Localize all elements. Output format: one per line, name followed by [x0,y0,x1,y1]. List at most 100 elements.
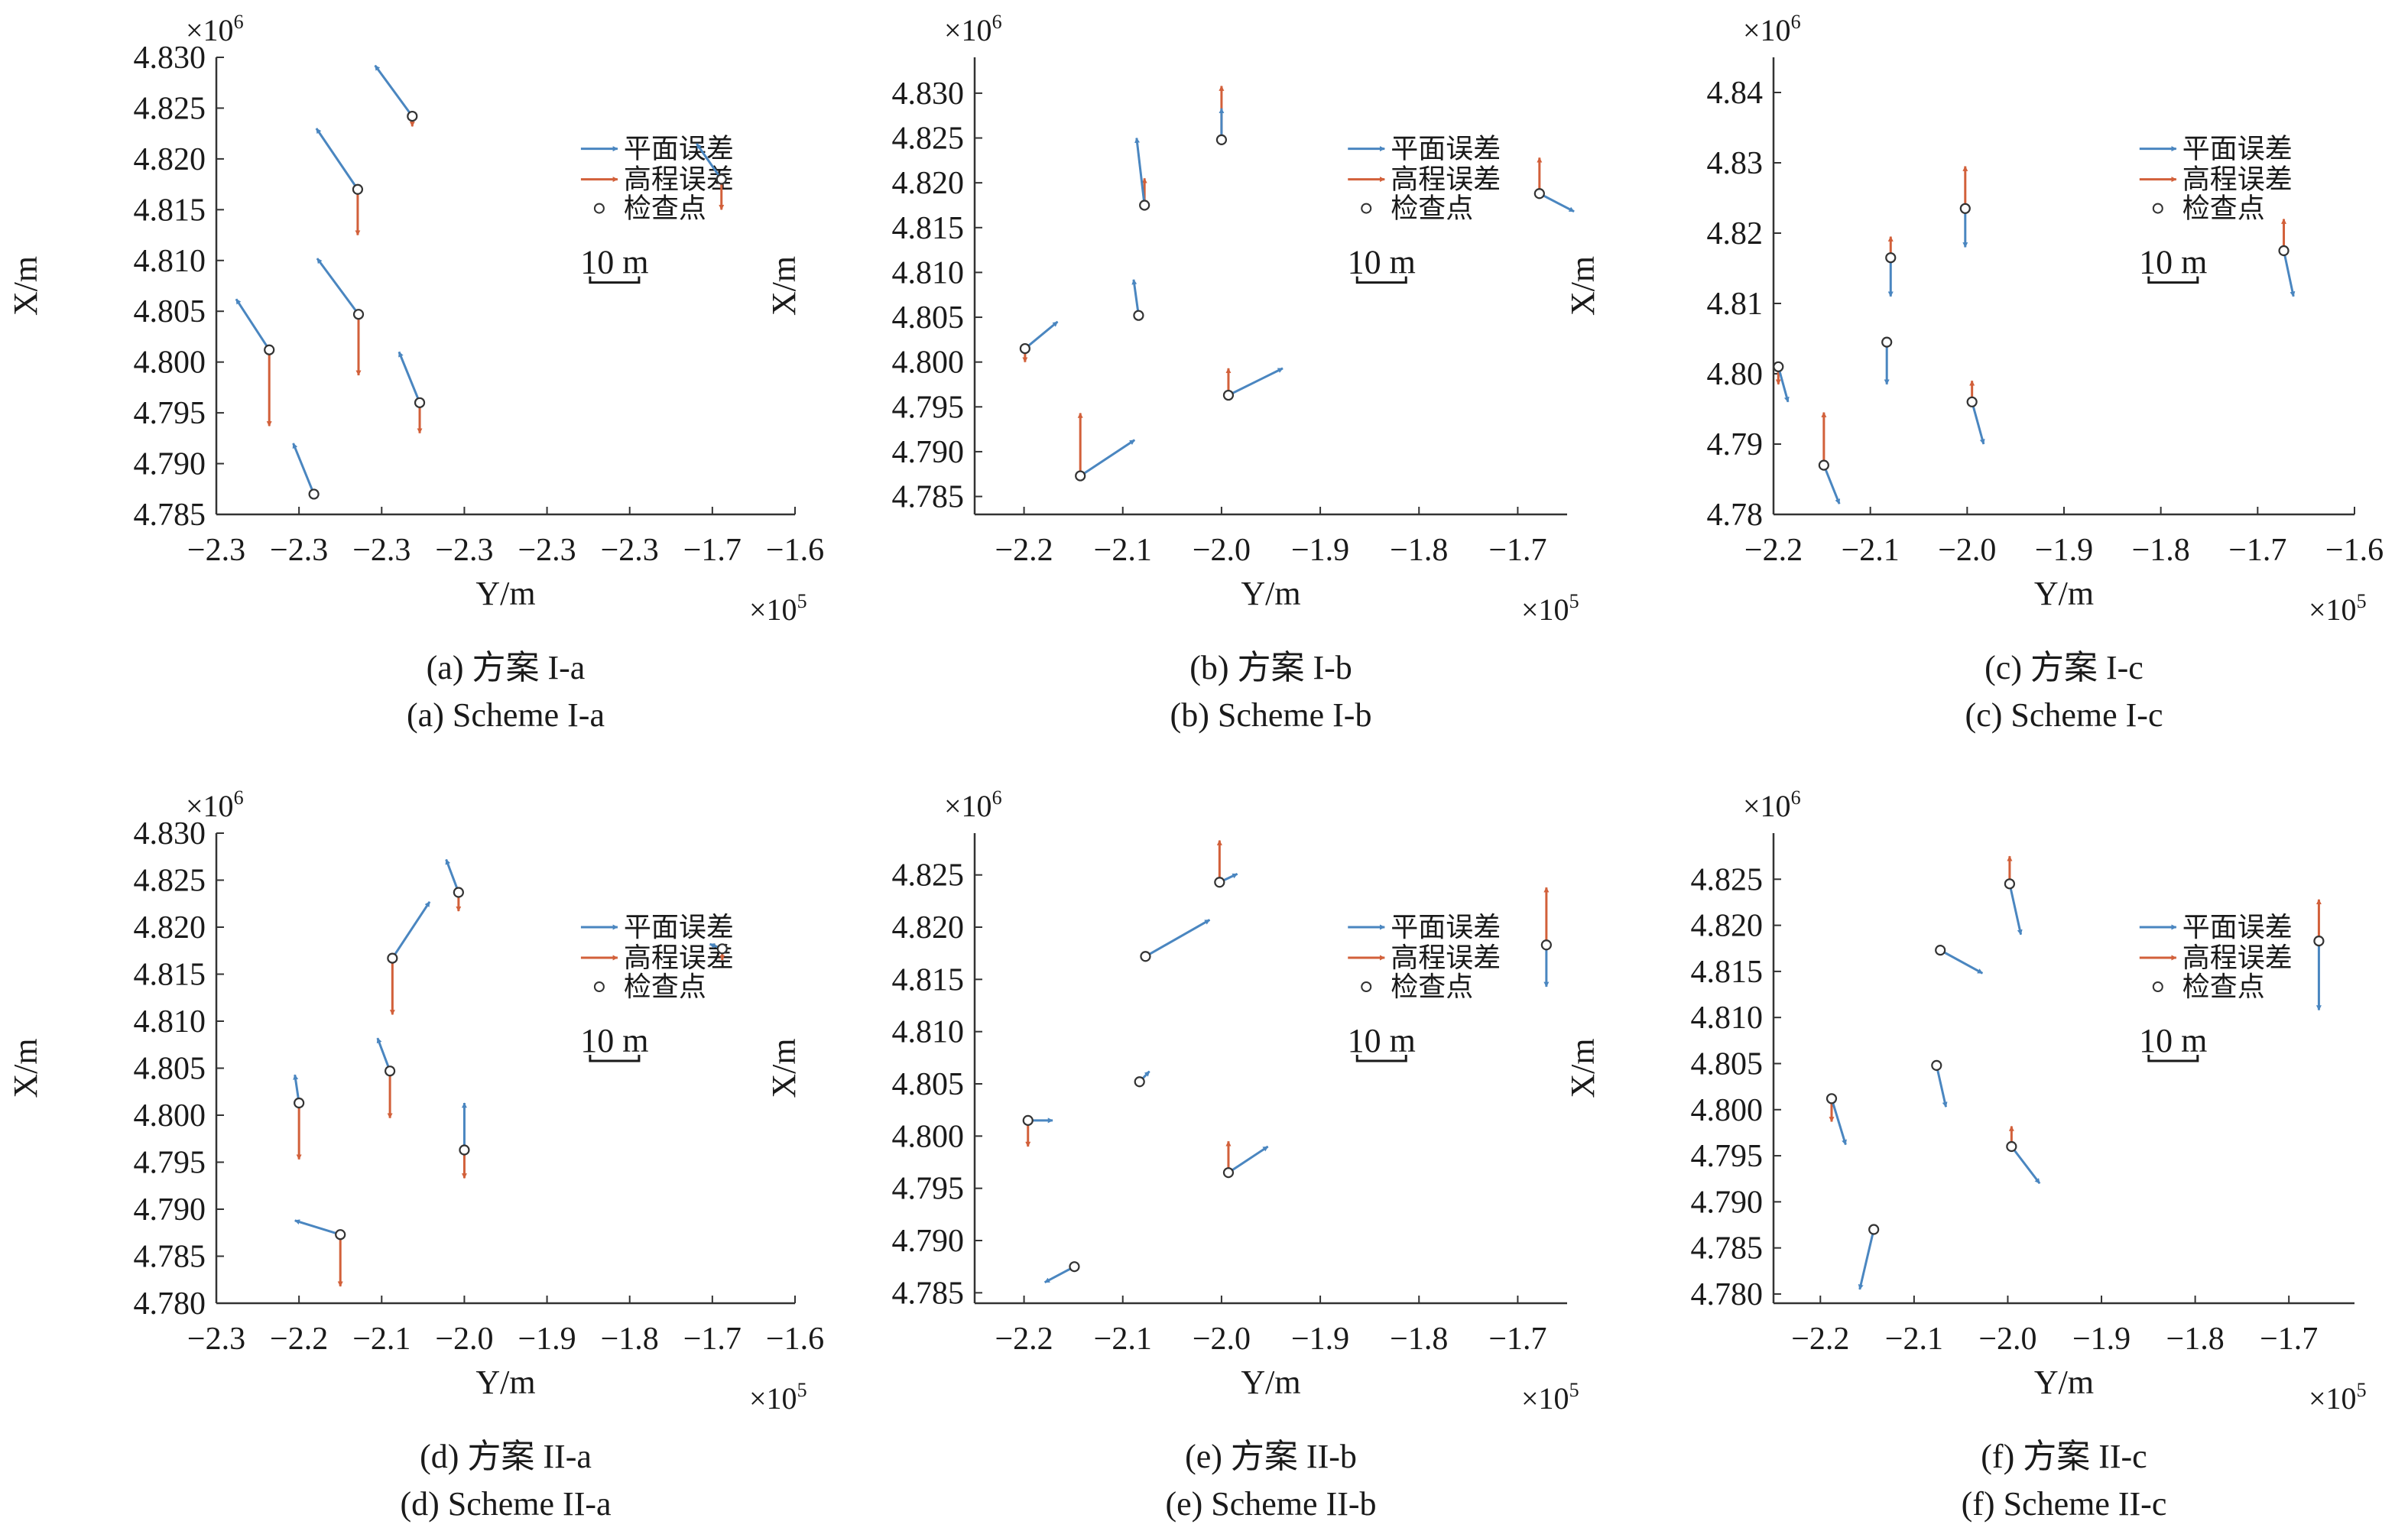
scale-bar [1355,276,1407,284]
y-tick-label: 4.805 [134,1052,206,1087]
y-tick-label: 4.830 [892,76,965,112]
legend-planar-label: 平面误差 [624,134,734,165]
legend-check-label: 检查点 [2182,971,2265,1003]
y-tick-label: 4.790 [134,1192,206,1228]
legend-check-swatch [593,981,605,992]
x-tick-label: −2.0 [435,1322,493,1357]
y-tick-label: 4.815 [892,962,965,997]
planar-error-arrow [445,858,460,894]
check-point [387,952,398,964]
x-tick-label: −2.3 [352,533,411,568]
check-point [716,174,727,185]
y-tick-label: 4.785 [134,1240,206,1275]
x-tick-label: −2.2 [995,533,1053,568]
y-multiplier: ×106 [1743,787,1801,823]
y-axis-label: X/m [1564,1038,1602,1098]
x-tick-label: −2.3 [270,533,328,568]
x-multiplier-exponent: 5 [2357,590,2367,612]
x-axis-label: Y/m [1241,575,1300,612]
legend-check-swatch [1361,203,1372,214]
y-tick-label: 4.810 [892,255,965,290]
x-tick-label: −2.1 [1094,1322,1152,1357]
check-point [1931,1059,1942,1071]
check-point [2313,935,2325,947]
y-tick-label: 4.800 [892,1119,965,1154]
x-tick-label: −1.9 [2035,533,2093,568]
y-multiplier: ×106 [186,11,244,47]
planar-error-arrow [2283,250,2296,297]
caption-cn: (c) 方案 I-c [1984,649,2144,686]
y-tick-label: 4.83 [1707,146,1764,181]
planar-error-arrow [2010,1146,2041,1185]
check-point [385,1066,396,1077]
planar-error-arrow [1935,1065,1948,1108]
y-tick-label: 4.795 [134,1146,206,1181]
caption-en: (f) Scheme II-c [1962,1485,2167,1523]
check-point [1966,396,1978,407]
y-tick-label: 4.795 [1691,1139,1764,1174]
caption-cn: (e) 方案 II-b [1185,1438,1357,1475]
check-point [1069,1261,1080,1273]
check-point [459,1144,470,1156]
scale-bar [2147,1055,2199,1062]
y-tick-label: 4.810 [892,1015,965,1050]
y-tick-label: 4.825 [134,91,206,126]
y-tick-label: 4.780 [134,1286,206,1322]
check-point [1022,1114,1034,1126]
caption-en: (c) Scheme I-c [1965,696,2163,734]
y-tick-label: 4.825 [892,122,965,157]
y-axis-label: X/m [765,256,803,316]
check-point [716,943,728,955]
x-axis-label: Y/m [2034,575,2094,612]
y-multiplier-exponent: 6 [992,787,1002,809]
x-multiplier: ×105 [2309,1379,2367,1416]
y-tick-label: 4.785 [1691,1231,1764,1267]
planar-error-arrow [1822,465,1841,504]
y-tick-label: 4.830 [134,41,206,76]
y-tick-label: 4.825 [1691,862,1764,897]
x-tick-label: −1.8 [1390,533,1448,568]
check-point [1818,459,1829,471]
y-tick-label: 4.795 [892,390,965,425]
planar-error-arrow [1858,1229,1875,1290]
x-tick-label: −2.2 [270,1322,328,1357]
legend-check-swatch [2152,981,2163,992]
scale-bar-label: 10 m [2139,1022,2207,1059]
x-tick-label: −2.3 [187,1322,245,1357]
y-tick-label: 4.780 [1691,1277,1764,1312]
planar-error-arrow [2008,883,2023,936]
check-point [1139,199,1150,211]
check-point [1140,951,1151,962]
legend-height-label: 高程误差 [2182,164,2293,196]
x-tick-label: −1.7 [1488,1322,1546,1357]
y-tick-label: 4.810 [134,1004,206,1040]
x-tick-label: −1.9 [518,1322,576,1357]
y-tick-label: 4.805 [892,300,965,336]
legend-height-label: 高程误差 [1391,942,1501,974]
scale-bar [2147,276,2199,284]
planar-error-arrow [1044,1265,1076,1283]
scale-bar [589,1055,641,1062]
panel-e: 4.785 4.790 4.795 4.800 4.805 4.810 4.815 4.820… [765,787,1579,1523]
y-multiplier-exponent: 6 [1791,11,1801,33]
y-multiplier: ×106 [186,787,244,823]
check-point [1773,361,1784,372]
check-point [335,1229,346,1241]
y-tick-label: 4.795 [892,1172,965,1207]
y-tick-label: 4.805 [134,294,206,329]
y-tick-label: 4.79 [1707,427,1764,462]
planar-error-arrow [1539,192,1575,213]
y-tick-label: 4.78 [1707,498,1764,533]
planar-error-arrow [1971,401,1985,445]
planar-error-arrow [1134,137,1146,206]
legend-planar-label: 平面误差 [1391,134,1501,165]
y-tick-label: 4.785 [892,1276,965,1311]
y-tick-label: 4.825 [892,858,965,894]
y-tick-label: 4.810 [134,244,206,279]
planar-error-arrow [292,443,315,495]
y-tick-label: 4.815 [134,958,206,993]
y-multiplier-exponent: 6 [1791,787,1801,809]
x-tick-label: −2.3 [518,533,576,568]
planar-error-arrow [1228,1145,1269,1174]
